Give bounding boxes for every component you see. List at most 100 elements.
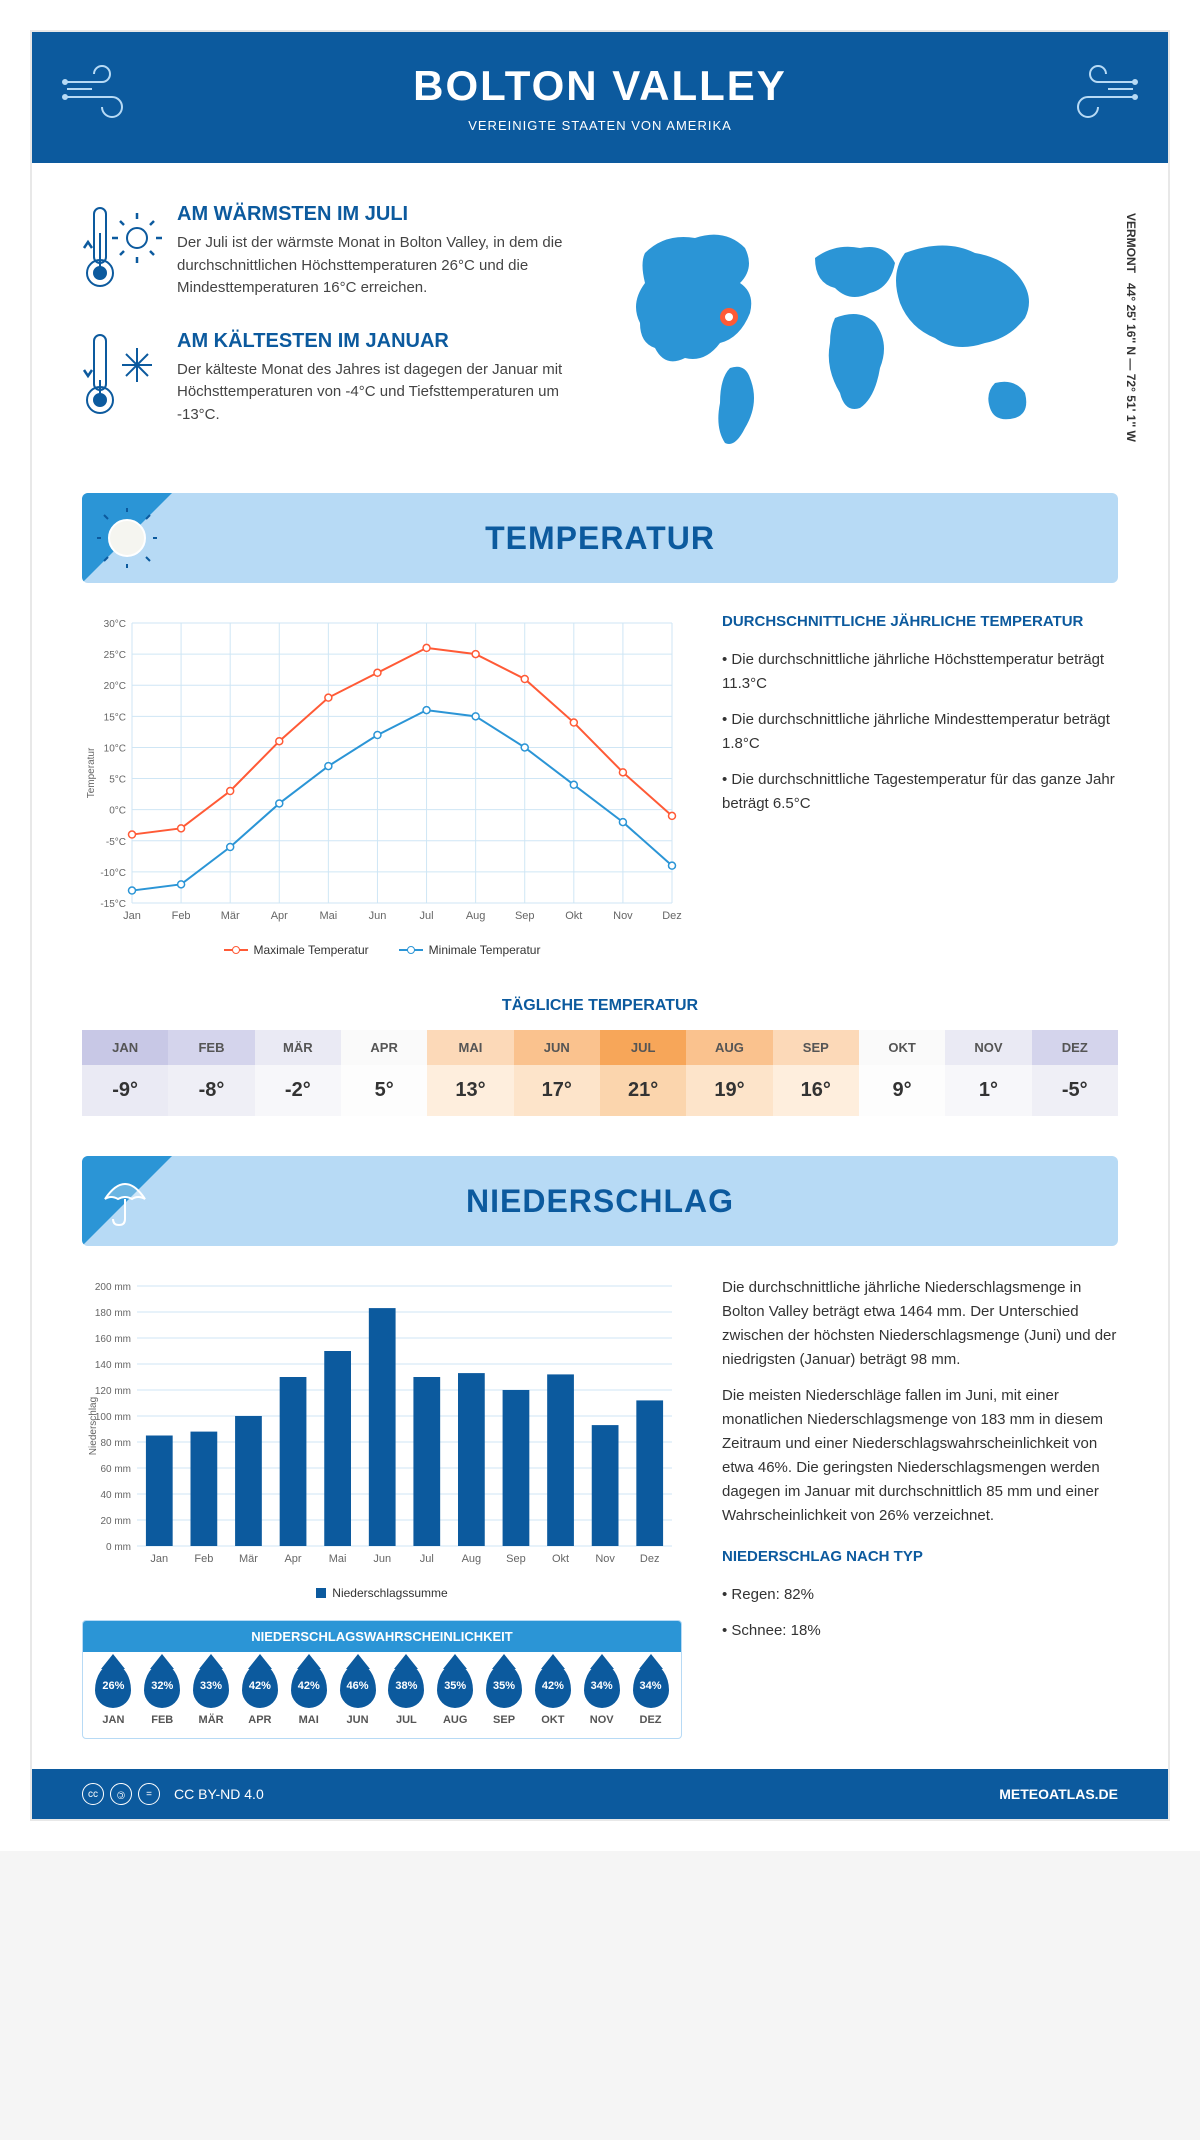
daily-cell: FEB-8° bbox=[168, 1030, 254, 1116]
license-text: CC BY-ND 4.0 bbox=[174, 1786, 264, 1802]
svg-text:Sep: Sep bbox=[506, 1553, 526, 1565]
svg-text:200 mm: 200 mm bbox=[95, 1282, 131, 1293]
svg-text:25°C: 25°C bbox=[104, 650, 126, 661]
info-bullet: Die durchschnittliche Tagestemperatur fü… bbox=[722, 768, 1118, 816]
legend-label: Niederschlagssumme bbox=[332, 1586, 447, 1600]
probability-item: 42%MAI bbox=[284, 1664, 333, 1726]
thermometer-cold-icon bbox=[82, 330, 162, 427]
temperature-section-header: TEMPERATUR bbox=[82, 493, 1118, 583]
legend-min: .legend-item:nth-child(2) .legend-line:b… bbox=[399, 943, 541, 957]
intro-section: AM WÄRMSTEN IM JULI Der Juli ist der wär… bbox=[32, 163, 1168, 493]
daily-cell: JUL21° bbox=[600, 1030, 686, 1116]
probability-item: 42%APR bbox=[235, 1664, 284, 1726]
svg-text:60 mm: 60 mm bbox=[100, 1464, 131, 1475]
precipitation-info: Die durchschnittliche jährliche Niedersc… bbox=[722, 1276, 1118, 1739]
precipitation-chart-area: 0 mm20 mm40 mm60 mm80 mm100 mm120 mm140 … bbox=[82, 1276, 682, 1739]
chart-legend: .legend-item:nth-child(1) .legend-line:b… bbox=[82, 943, 682, 957]
probability-item: 26%JAN bbox=[89, 1664, 138, 1726]
section-title: TEMPERATUR bbox=[485, 520, 715, 557]
svg-text:Apr: Apr bbox=[271, 910, 288, 922]
svg-text:Jul: Jul bbox=[420, 1553, 434, 1565]
svg-text:100 mm: 100 mm bbox=[95, 1412, 131, 1423]
probability-item: 42%OKT bbox=[528, 1664, 577, 1726]
info-text: Die meisten Niederschläge fallen im Juni… bbox=[722, 1384, 1118, 1528]
daily-cell: SEP16° bbox=[773, 1030, 859, 1116]
probability-item: 34%DEZ bbox=[626, 1664, 675, 1726]
svg-text:Dez: Dez bbox=[662, 910, 682, 922]
info-bullet: Die durchschnittliche jährliche Höchstte… bbox=[722, 648, 1118, 696]
svg-text:10°C: 10°C bbox=[104, 743, 126, 754]
daily-cell: NOV1° bbox=[945, 1030, 1031, 1116]
fact-content: AM WÄRMSTEN IM JULI Der Juli ist der wär… bbox=[177, 203, 585, 300]
daily-cell: OKT9° bbox=[859, 1030, 945, 1116]
probability-item: 34%NOV bbox=[577, 1664, 626, 1726]
svg-text:-10°C: -10°C bbox=[100, 868, 126, 879]
coordinates-label: VERMONT 44° 25' 16'' N — 72° 51' 1'' W bbox=[1124, 213, 1138, 442]
nd-icon: = bbox=[138, 1783, 160, 1805]
page-title: BOLTON VALLEY bbox=[62, 62, 1138, 110]
chart-legend: Niederschlagssumme bbox=[82, 1586, 682, 1600]
probability-item: 32%FEB bbox=[138, 1664, 187, 1726]
fact-text: Der Juli ist der wärmste Monat in Bolton… bbox=[177, 232, 585, 300]
svg-text:15°C: 15°C bbox=[104, 712, 126, 723]
line-chart: -15°C-10°C-5°C0°C5°C10°C15°C20°C25°C30°C… bbox=[82, 613, 682, 933]
cc-icon: cc bbox=[82, 1783, 104, 1805]
svg-text:Nov: Nov bbox=[595, 1553, 615, 1565]
daily-cell: MÄR-2° bbox=[255, 1030, 341, 1116]
svg-text:5°C: 5°C bbox=[109, 775, 126, 786]
daily-cell: MAI13° bbox=[427, 1030, 513, 1116]
svg-text:Mai: Mai bbox=[319, 910, 337, 922]
svg-text:160 mm: 160 mm bbox=[95, 1334, 131, 1345]
wind-icon bbox=[1058, 62, 1138, 122]
daily-temp-table: JAN-9°FEB-8°MÄR-2°APR5°MAI13°JUN17°JUL21… bbox=[82, 1030, 1118, 1116]
location-marker-icon bbox=[720, 308, 738, 326]
daily-cell: APR5° bbox=[341, 1030, 427, 1116]
precipitation-section-header: NIEDERSCHLAG bbox=[82, 1156, 1118, 1246]
svg-text:Jan: Jan bbox=[123, 910, 141, 922]
type-title: NIEDERSCHLAG NACH TYP bbox=[722, 1548, 1118, 1565]
svg-text:-5°C: -5°C bbox=[106, 837, 126, 848]
license-block: cc 🄯 = CC BY-ND 4.0 bbox=[82, 1783, 264, 1805]
svg-text:180 mm: 180 mm bbox=[95, 1308, 131, 1319]
type-list: Regen: 82% Schnee: 18% bbox=[722, 1583, 1118, 1643]
umbrella-icon bbox=[97, 1171, 152, 1226]
probability-item: 38%JUL bbox=[382, 1664, 431, 1726]
facts-column: AM WÄRMSTEN IM JULI Der Juli ist der wär… bbox=[82, 203, 585, 463]
probability-item: 35%SEP bbox=[480, 1664, 529, 1726]
svg-text:Aug: Aug bbox=[462, 1553, 482, 1565]
probability-item: 33%MÄR bbox=[187, 1664, 236, 1726]
info-title: DURCHSCHNITTLICHE JÄHRLICHE TEMPERATUR bbox=[722, 613, 1118, 630]
thermometer-hot-icon bbox=[82, 203, 162, 300]
daily-cell: JUN17° bbox=[514, 1030, 600, 1116]
fact-content: AM KÄLTESTEN IM JANUAR Der kälteste Mona… bbox=[177, 330, 585, 427]
fact-title: AM KÄLTESTEN IM JANUAR bbox=[177, 330, 585, 353]
svg-text:Feb: Feb bbox=[172, 910, 191, 922]
svg-text:20 mm: 20 mm bbox=[100, 1516, 131, 1527]
probability-title: NIEDERSCHLAGSWAHRSCHEINLICHKEIT bbox=[83, 1621, 681, 1652]
page-subtitle: VEREINIGTE STAATEN VON AMERIKA bbox=[62, 118, 1138, 133]
daily-cell: DEZ-5° bbox=[1032, 1030, 1118, 1116]
legend-label: Minimale Temperatur bbox=[429, 943, 541, 957]
site-name: METEOATLAS.DE bbox=[999, 1786, 1118, 1802]
fact-text: Der kälteste Monat des Jahres ist dagege… bbox=[177, 359, 585, 427]
svg-text:Dez: Dez bbox=[640, 1553, 660, 1565]
by-icon: 🄯 bbox=[110, 1783, 132, 1805]
svg-text:Jul: Jul bbox=[420, 910, 434, 922]
probability-box: NIEDERSCHLAGSWAHRSCHEINLICHKEIT 26%JAN32… bbox=[82, 1620, 682, 1739]
type-bullet: Regen: 82% bbox=[722, 1583, 1118, 1607]
coords-value: 44° 25' 16'' N — 72° 51' 1'' W bbox=[1124, 283, 1138, 442]
daily-cell: AUG19° bbox=[686, 1030, 772, 1116]
precipitation-content: 0 mm20 mm40 mm60 mm80 mm100 mm120 mm140 … bbox=[32, 1246, 1168, 1769]
type-bullet: Schnee: 18% bbox=[722, 1619, 1118, 1643]
svg-text:Aug: Aug bbox=[466, 910, 486, 922]
warmest-fact: AM WÄRMSTEN IM JULI Der Juli ist der wär… bbox=[82, 203, 585, 300]
region-name: VERMONT bbox=[1124, 213, 1138, 273]
svg-text:Apr: Apr bbox=[284, 1553, 301, 1565]
svg-text:0°C: 0°C bbox=[109, 806, 126, 817]
svg-text:Feb: Feb bbox=[194, 1553, 213, 1565]
infographic-page: BOLTON VALLEY VEREINIGTE STAATEN VON AME… bbox=[0, 0, 1200, 1851]
svg-text:80 mm: 80 mm bbox=[100, 1438, 131, 1449]
svg-text:30°C: 30°C bbox=[104, 619, 126, 630]
legend-item: Niederschlagssumme bbox=[316, 1586, 447, 1600]
temperature-content: -15°C-10°C-5°C0°C5°C10°C15°C20°C25°C30°C… bbox=[32, 583, 1168, 987]
